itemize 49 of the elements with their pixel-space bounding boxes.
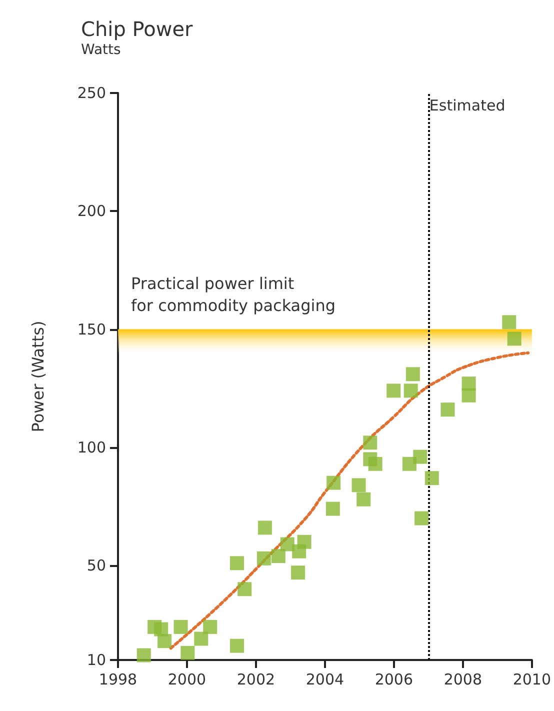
point [291,566,306,580]
x-tick-label: 2006 [374,670,414,688]
point [363,436,378,450]
point [136,648,151,662]
ref-line-label: Estimated [429,96,506,114]
point [413,450,428,464]
y-tick-label: 100 [77,438,106,456]
point [230,638,244,653]
point [203,620,218,634]
point [230,556,244,570]
point [297,534,312,549]
point [502,315,516,330]
point [326,476,341,490]
x-tick-label: 2000 [168,670,206,688]
point [180,646,195,660]
x-tick-label: 2004 [306,670,344,688]
point [386,384,401,398]
y-tick-label: 200 [77,202,106,220]
point [414,511,429,526]
point [356,492,371,506]
y-tick-label: 150 [77,320,106,338]
point [174,620,188,634]
y-tick-label: 250 [77,84,106,102]
point [194,632,208,646]
y-tick-label: 50 [86,556,106,574]
point [462,388,476,402]
y-axis-title: Power (Watts) [28,320,48,432]
point [238,582,252,596]
point [507,332,522,346]
point [256,551,271,566]
point [406,367,420,382]
x-tick-label: 2002 [236,670,276,688]
band-label: Practical power limit for commodity packaging [131,274,336,315]
point [258,520,272,535]
chart-title: Chip Power [81,17,194,41]
x-tick-label: 2008 [444,670,482,688]
point [404,384,418,398]
x-tick-label: 2010 [512,670,552,688]
chart-subtitle: Watts [81,42,121,58]
y-tick-label: 10 [86,651,106,669]
point [352,478,366,492]
point [280,537,294,552]
point [440,402,455,417]
point [368,456,382,471]
point [271,549,286,564]
x-tick-label: 1998 [98,670,138,688]
point [158,634,172,648]
point [424,471,439,486]
point [326,502,340,516]
